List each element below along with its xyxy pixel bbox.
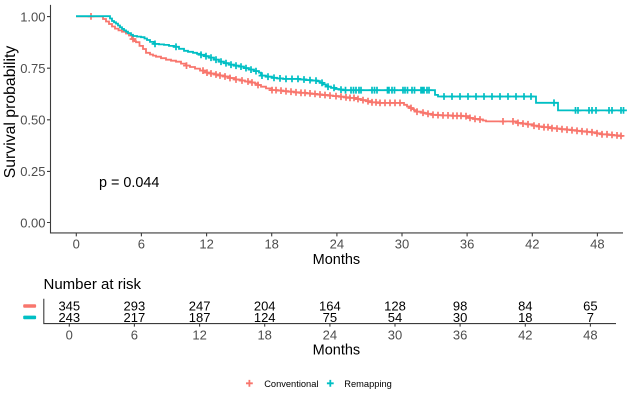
svg-text:0: 0	[73, 236, 80, 251]
svg-text:30: 30	[395, 236, 409, 251]
svg-text:7: 7	[587, 310, 594, 325]
svg-text:0.50: 0.50	[20, 113, 45, 128]
svg-text:36: 36	[460, 236, 474, 251]
svg-text:164: 164	[319, 298, 341, 313]
svg-text:24: 24	[323, 327, 337, 342]
svg-text:0.00: 0.00	[20, 215, 45, 230]
svg-text:6: 6	[131, 327, 138, 342]
svg-text:243: 243	[58, 310, 80, 325]
svg-text:18: 18	[264, 236, 278, 251]
svg-text:36: 36	[453, 327, 467, 342]
svg-text:12: 12	[199, 236, 213, 251]
svg-text:217: 217	[124, 310, 146, 325]
svg-text:p = 0.044: p = 0.044	[99, 175, 159, 191]
svg-text:0.75: 0.75	[20, 61, 45, 76]
svg-text:48: 48	[583, 327, 597, 342]
svg-text:54: 54	[388, 310, 402, 325]
svg-text:0: 0	[66, 327, 73, 342]
svg-text:42: 42	[525, 236, 539, 251]
svg-text:204: 204	[254, 298, 276, 313]
svg-text:Survival probability: Survival probability	[2, 46, 19, 179]
svg-text:0.25: 0.25	[20, 164, 45, 179]
svg-text:345: 345	[58, 298, 80, 313]
svg-text:42: 42	[518, 327, 532, 342]
svg-text:Remapping: Remapping	[344, 379, 392, 389]
svg-text:30: 30	[453, 310, 467, 325]
svg-text:Months: Months	[313, 343, 361, 359]
svg-text:75: 75	[323, 310, 337, 325]
svg-text:98: 98	[453, 298, 467, 313]
svg-text:128: 128	[384, 298, 406, 313]
svg-text:65: 65	[583, 298, 597, 313]
svg-text:293: 293	[124, 298, 146, 313]
svg-text:187: 187	[189, 310, 211, 325]
svg-text:18: 18	[518, 310, 532, 325]
svg-text:247: 247	[189, 298, 211, 313]
svg-text:Number at risk: Number at risk	[44, 276, 142, 293]
svg-text:24: 24	[330, 236, 344, 251]
svg-text:48: 48	[590, 236, 604, 251]
svg-text:Conventional: Conventional	[264, 379, 318, 389]
svg-text:1.00: 1.00	[20, 9, 45, 24]
svg-text:12: 12	[192, 327, 206, 342]
svg-text:Months: Months	[313, 252, 361, 268]
svg-text:84: 84	[518, 298, 532, 313]
svg-text:30: 30	[388, 327, 402, 342]
svg-text:6: 6	[138, 236, 145, 251]
svg-text:18: 18	[257, 327, 271, 342]
svg-text:124: 124	[254, 310, 276, 325]
